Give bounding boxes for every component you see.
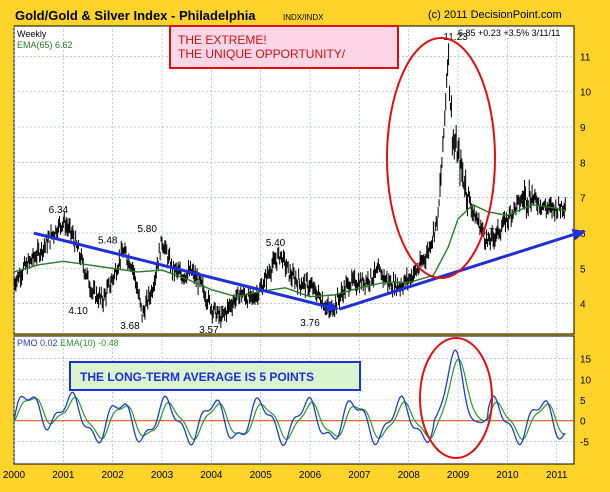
y-tick-label: 11 (580, 52, 591, 63)
price-value-label: 6.34 (49, 205, 69, 216)
price-panel (13, 25, 575, 335)
extreme-ellipse (386, 37, 496, 279)
x-tick-label: 2006 (299, 470, 322, 481)
pmo-y-tick-label: 5 (580, 396, 586, 407)
y-tick-label: 10 (580, 88, 592, 99)
extreme-box (169, 25, 399, 69)
quote-last: 6.85 (458, 28, 476, 38)
pmo-ema-legend-name: EMA(10) (60, 338, 96, 348)
quote-date: 3/11/11 (532, 28, 561, 38)
y-tick-label: 9 (580, 123, 586, 134)
chart-title: Gold/Gold & Silver Index - Philadelphia (15, 8, 256, 23)
axes: 2000 2001 2002 2003 2004 2005 2006 2007 2008 2009… (3, 52, 592, 481)
average-box (69, 361, 361, 391)
x-tick-label: 2002 (102, 470, 125, 481)
extreme-line2: THE UNIQUE OPPORTUNITY/ (178, 47, 346, 61)
pmo-legend-value: 0.02 (40, 338, 58, 348)
quote-line: 6.85 +0.23 +3.5% 3/11/11 (458, 28, 560, 38)
pmo-y-tick-label: 0 (580, 417, 586, 428)
price-value-label: 3.57 (199, 325, 219, 336)
pmo-legend-name: PMO (17, 338, 38, 348)
y-tick-label: 6 (580, 229, 586, 240)
ema-legend-name: EMA(65) (17, 40, 53, 50)
average-text: THE LONG-TERM AVERAGE IS 5 POINTS (80, 370, 314, 384)
price-value-label: 5.48 (98, 235, 118, 246)
x-tick-label: 2011 (546, 470, 568, 481)
ema65-series (13, 203, 567, 298)
pmo-y-tick-label: 15 (580, 355, 592, 366)
pmo-ema-series (13, 358, 566, 441)
price-value-label: 5.40 (266, 238, 286, 249)
chart-symbol: INDX/INDX (283, 13, 324, 22)
trend-arrowhead (571, 228, 586, 241)
x-tick-label: 2009 (447, 470, 470, 481)
period-label: Weekly (17, 29, 47, 39)
x-tick-label: 2004 (200, 470, 223, 481)
y-tick-label: 5 (580, 264, 586, 275)
trendlines (33, 228, 586, 313)
price-line (13, 43, 566, 329)
pmo-lines (13, 349, 566, 447)
x-tick-label: 2005 (250, 470, 273, 481)
pmo-series (13, 349, 566, 447)
x-tick-label: 2001 (52, 470, 75, 481)
price-value-label: 4.10 (68, 306, 88, 317)
value-labels: 6.34 4.10 5.48 3.68 5.80 3.57 5.40 3.76 11.23 5.7… (49, 32, 501, 336)
ema-line (13, 203, 567, 298)
y-tick-label: 7 (580, 194, 586, 205)
price-value-label: 5.72 (480, 227, 500, 238)
pmo-ema-legend-value: -0.48 (98, 338, 119, 348)
grid (13, 26, 574, 464)
y-tick-label: 4 (580, 300, 586, 311)
pmo-ellipse (419, 337, 493, 459)
x-tick-label: 2008 (398, 470, 421, 481)
x-tick-label: 2000 (3, 470, 26, 481)
extreme-line1: THE EXTREME! (178, 33, 267, 47)
x-tick-label: 2003 (151, 470, 174, 481)
quote-change-pct: +3.5% (503, 28, 529, 38)
x-tick-label: 2010 (496, 470, 519, 481)
pmo-y-tick-label: 10 (580, 375, 592, 386)
trendline (33, 231, 338, 311)
price-value-label: 11.23 (443, 32, 468, 43)
quote-change: +0.23 (478, 28, 501, 38)
ema-legend-value: 6.62 (55, 40, 73, 50)
price-value-label: 3.76 (300, 318, 320, 329)
copyright: (c) 2011 DecisionPoint.com (428, 9, 562, 21)
price-value-label: 3.68 (120, 321, 140, 332)
pmo-y-tick-label: -5 (580, 437, 589, 448)
y-tick-label: 8 (580, 158, 586, 169)
x-tick-label: 2007 (348, 470, 371, 481)
price-value-label: 5.80 (137, 224, 157, 235)
pmo-legend: PMO 0.02 EMA(10) -0.48 (17, 338, 119, 348)
trendline (339, 229, 585, 311)
trend-arrowhead (325, 300, 340, 313)
ema-legend: EMA(65) 6.62 (17, 40, 73, 50)
